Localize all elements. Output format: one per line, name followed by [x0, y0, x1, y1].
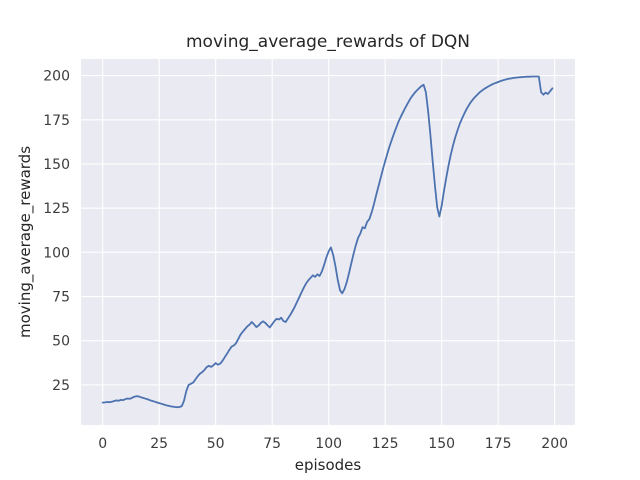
x-tick-label: 150: [428, 436, 455, 452]
x-tick-label: 25: [150, 436, 168, 452]
y-tick-label: 75: [52, 290, 70, 306]
y-tick-label: 25: [52, 378, 70, 394]
y-tick-label: 150: [43, 157, 70, 173]
y-tick-label: 125: [43, 201, 70, 217]
x-tick-label: 50: [207, 436, 225, 452]
y-axis-label: moving_average_rewards: [16, 146, 35, 338]
y-tick-label: 100: [43, 245, 70, 261]
x-tick-label: 200: [541, 436, 568, 452]
x-tick-label: 100: [315, 436, 342, 452]
x-tick-label: 125: [372, 436, 399, 452]
plot-area: [81, 59, 575, 425]
y-tick-label: 50: [52, 334, 70, 350]
chart-title: moving_average_rewards of DQN: [186, 32, 470, 52]
reward-line: [101, 75, 554, 409]
x-axis-label: episodes: [295, 456, 362, 474]
x-tick-label: 75: [263, 436, 281, 452]
x-tick-label: 0: [98, 436, 107, 452]
y-tick-label: 200: [43, 69, 70, 85]
y-tick-label: 175: [43, 113, 70, 129]
x-tick-label: 175: [485, 436, 512, 452]
